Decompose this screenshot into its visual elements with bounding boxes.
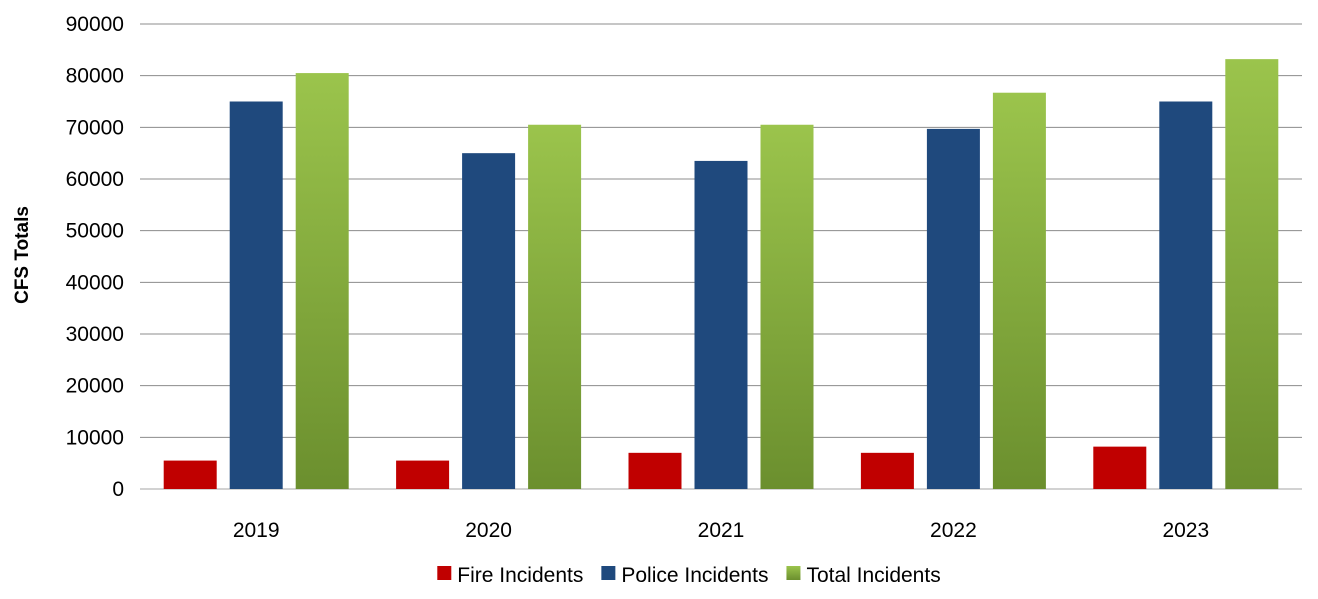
x-tick-label: 2023 [1162,519,1209,542]
y-tick-label: 30000 [66,323,124,346]
bar-fire-incidents-2022 [860,452,914,489]
bar-total-incidents-2023 [1225,59,1279,490]
y-axis-title: CFS Totals [12,206,33,304]
bar-fire-incidents-2020 [396,460,450,489]
bar-police-incidents-2023 [1159,101,1213,489]
x-axis-ticks: 2019 2020 2021 2022 2023 [233,519,1209,542]
bar-police-incidents-2019 [229,101,283,489]
legend-swatch [786,566,801,580]
y-tick-label: 40000 [66,271,124,294]
y-tick-label: 80000 [66,65,124,88]
bar-fire-incidents-2021 [628,452,682,489]
bar-total-incidents-2021 [760,124,814,489]
y-tick-label: 10000 [66,426,124,449]
x-tick-label: 2022 [930,519,977,542]
y-tick-label: 70000 [66,116,124,139]
bar-police-incidents-2022 [926,128,980,489]
bar-total-incidents-2022 [992,92,1046,489]
bar-police-incidents-2020 [462,153,516,489]
y-tick-label: 60000 [66,168,124,191]
x-tick-label: 2020 [465,519,512,542]
y-tick-label: 50000 [66,220,124,243]
legend-swatch [437,566,452,580]
y-tick-label: 20000 [66,375,124,398]
legend-label: Police Incidents [621,564,768,587]
bar-police-incidents-2021 [694,160,748,489]
y-axis-ticks: 0 10000 20000 30000 40000 50000 60000 70000 8000… [66,13,124,501]
bars [163,59,1279,490]
x-tick-label: 2021 [698,519,745,542]
bar-total-incidents-2020 [528,124,582,489]
y-tick-label: 0 [112,478,124,501]
legend-swatch [601,566,616,580]
legend: Fire Incidents Police Incidents Total Inci… [437,564,941,587]
bar-total-incidents-2019 [295,73,349,489]
bar-fire-incidents-2019 [163,460,217,489]
legend-label: Fire Incidents [457,564,583,587]
bar-fire-incidents-2023 [1093,446,1147,489]
x-tick-label: 2019 [233,519,280,542]
y-tick-label: 90000 [66,13,124,36]
legend-label: Total Incidents [806,564,940,587]
